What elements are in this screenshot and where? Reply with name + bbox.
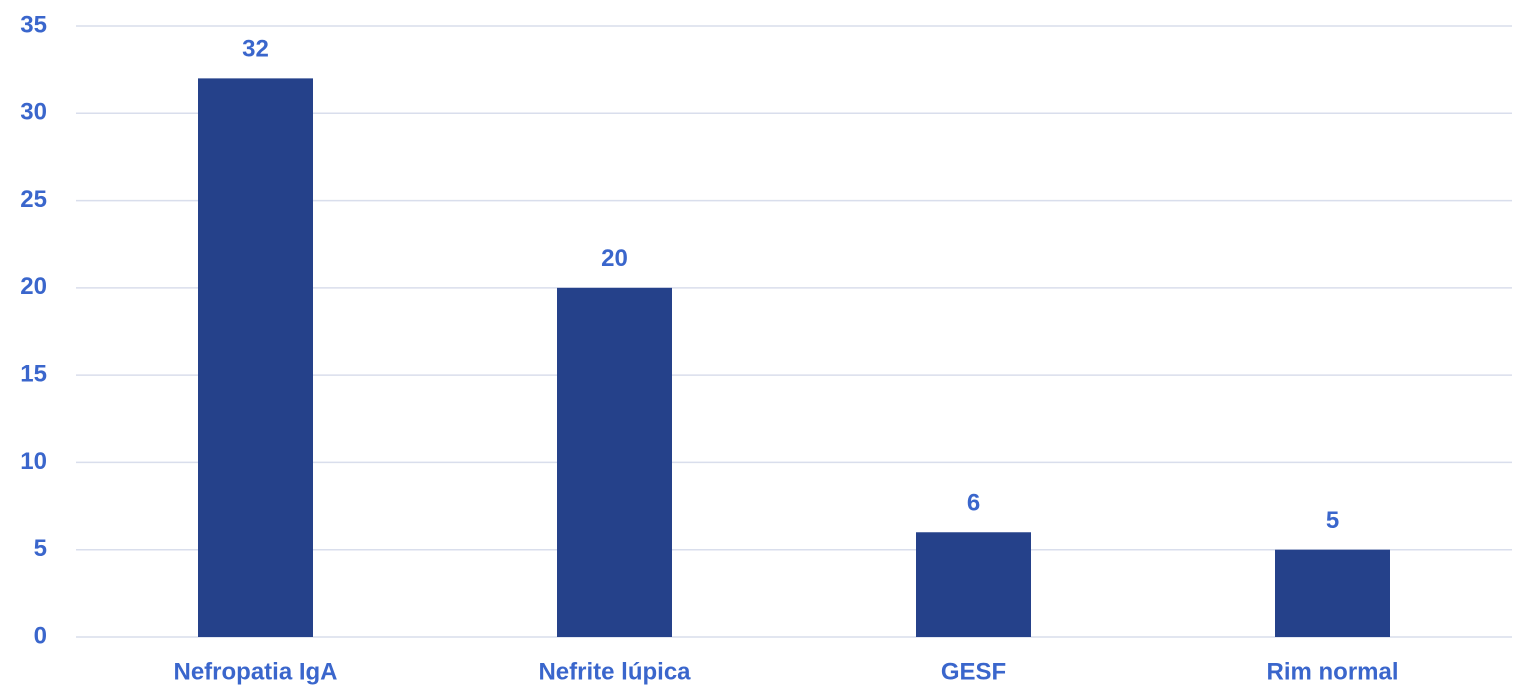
y-tick-label: 0 bbox=[34, 622, 47, 649]
data-label: 6 bbox=[967, 490, 980, 517]
x-tick-label: Nefropatia IgA bbox=[173, 658, 337, 685]
x-tick-label: Rim normal bbox=[1266, 658, 1398, 685]
bar bbox=[557, 287, 672, 637]
y-tick-label: 30 bbox=[20, 99, 47, 126]
data-label: 32 bbox=[242, 36, 269, 63]
x-tick-label: Nefrite lúpica bbox=[538, 658, 691, 685]
y-tick-label: 25 bbox=[20, 186, 47, 213]
data-label: 20 bbox=[601, 245, 628, 272]
y-tick-label: 20 bbox=[20, 273, 47, 300]
y-tick-label: 15 bbox=[20, 360, 47, 387]
y-tick-label: 10 bbox=[20, 448, 47, 475]
data-label: 5 bbox=[1326, 507, 1339, 534]
bar bbox=[916, 532, 1031, 637]
bar bbox=[1275, 549, 1390, 637]
y-tick-label: 35 bbox=[20, 11, 47, 38]
y-tick-label: 5 bbox=[34, 535, 47, 562]
bar bbox=[198, 78, 313, 637]
x-tick-label: GESF bbox=[941, 658, 1006, 685]
